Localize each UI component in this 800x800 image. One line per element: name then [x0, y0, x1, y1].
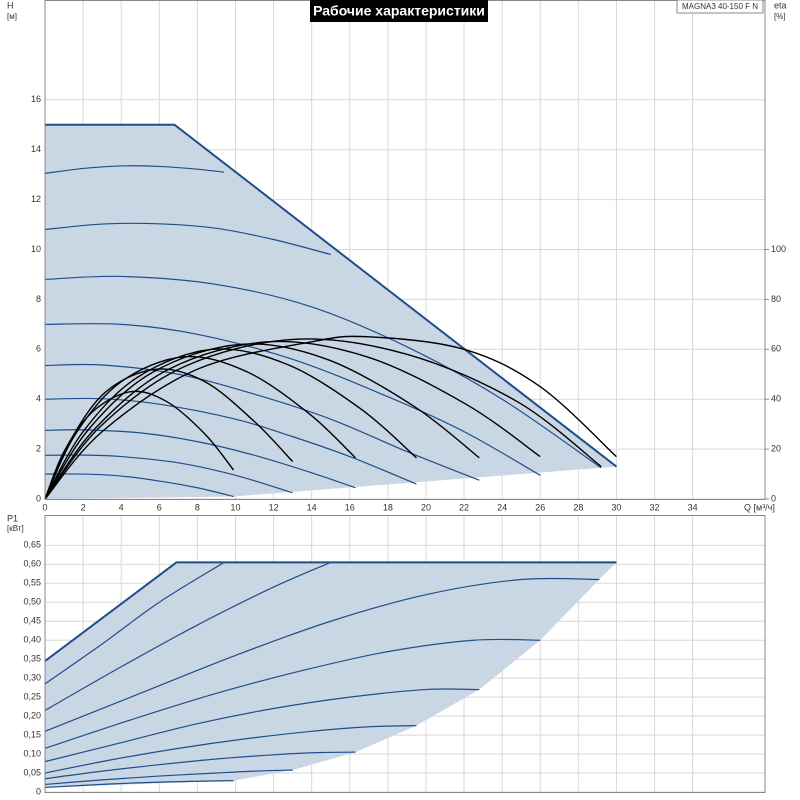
y-axis-label: P1	[7, 513, 18, 523]
operating-area	[45, 124, 617, 499]
y-tick-label: 0,20	[23, 710, 41, 720]
curve	[44, 638, 541, 749]
curve	[44, 780, 234, 789]
y-tick-label: 0,40	[23, 635, 41, 645]
title-box	[310, 0, 488, 22]
efficiency-curve	[44, 343, 480, 500]
curve	[44, 363, 480, 481]
x-tick-label: 24	[497, 502, 507, 512]
y2-tick-label: 80	[771, 294, 781, 304]
x-tick-label: 8	[195, 502, 200, 512]
curve	[44, 561, 617, 662]
curve	[44, 323, 541, 476]
curve	[44, 724, 417, 774]
y2-tick-label: 40	[771, 394, 781, 404]
y-axis-unit: [кВт]	[7, 524, 24, 533]
y2-tick-label: 20	[771, 443, 781, 453]
x-tick-label: 4	[119, 502, 124, 512]
x-tick-label: 26	[535, 502, 545, 512]
y-tick-label: 4	[36, 394, 41, 404]
y-tick-label: 2	[36, 443, 41, 453]
x-tick-label: 10	[230, 502, 240, 512]
x-tick-label: 0	[42, 502, 47, 512]
efficiency-curve	[44, 368, 294, 500]
y-tick-label: 0,45	[23, 616, 41, 626]
operating-area	[45, 562, 617, 788]
x-tick-label: 34	[688, 502, 698, 512]
y-tick-label: 8	[36, 294, 41, 304]
x-tick-label: 16	[345, 502, 355, 512]
x-tick-label: 28	[573, 502, 583, 512]
y-tick-label: 0,10	[23, 748, 41, 758]
x-tick-label: 20	[421, 502, 431, 512]
y-tick-label: 0	[36, 493, 41, 503]
curve	[44, 222, 331, 256]
efficiency-curve	[44, 355, 356, 500]
curve	[44, 429, 356, 489]
y-axis-unit: [м]	[7, 12, 17, 21]
y-tick-label: 0,65	[23, 540, 41, 550]
x-tick-label: 30	[611, 502, 621, 512]
plot-frame	[44, 515, 766, 793]
y-tick-label: 0,30	[23, 673, 41, 683]
curve	[44, 577, 600, 732]
curve	[44, 688, 480, 763]
curve	[45, 123, 618, 468]
efficiency-curve	[44, 335, 617, 500]
y-tick-label: 16	[31, 94, 41, 104]
y2-tick-label: 60	[771, 344, 781, 354]
curve	[44, 769, 293, 786]
x-axis-label: Q [м³/ч]	[744, 502, 775, 512]
x-tick-label: 32	[650, 502, 660, 512]
y-tick-label: 0,50	[23, 597, 41, 607]
y-axis-label: H	[7, 0, 14, 10]
curve	[44, 561, 331, 711]
y-tick-label: 0	[36, 786, 41, 796]
y2-tick-label: 0	[771, 493, 776, 503]
y-tick-label: 14	[31, 144, 41, 154]
y2-tick-label: 100	[771, 244, 786, 254]
model-box	[676, 0, 764, 14]
curve	[44, 561, 225, 685]
x-tick-label: 22	[459, 502, 469, 512]
y-tick-label: 12	[31, 194, 41, 204]
curve	[44, 751, 356, 780]
x-tick-label: 14	[307, 502, 317, 512]
model-label: MAGNA3 40-150 F N	[682, 2, 758, 11]
x-tick-label: 2	[81, 502, 86, 512]
x-tick-label: 6	[157, 502, 162, 512]
y-tick-label: 6	[36, 344, 41, 354]
y-tick-label: 0,55	[23, 578, 41, 588]
chart-title: Рабочие характеристики	[313, 3, 485, 19]
y-tick-label: 0,60	[23, 559, 41, 569]
y-tick-label: 0,05	[23, 767, 41, 777]
x-tick-label: 18	[383, 502, 393, 512]
y-tick-label: 10	[31, 244, 41, 254]
curve	[44, 165, 225, 174]
curve	[44, 473, 234, 498]
y2-axis-unit: [%]	[774, 12, 786, 21]
y-tick-label: 0,15	[23, 729, 41, 739]
y-tick-label: 0,35	[23, 654, 41, 664]
x-tick-label: 12	[269, 502, 279, 512]
y2-axis-label: eta	[774, 0, 787, 10]
efficiency-curve	[44, 338, 602, 500]
y-tick-label: 0,25	[23, 692, 41, 702]
curve	[44, 275, 602, 469]
